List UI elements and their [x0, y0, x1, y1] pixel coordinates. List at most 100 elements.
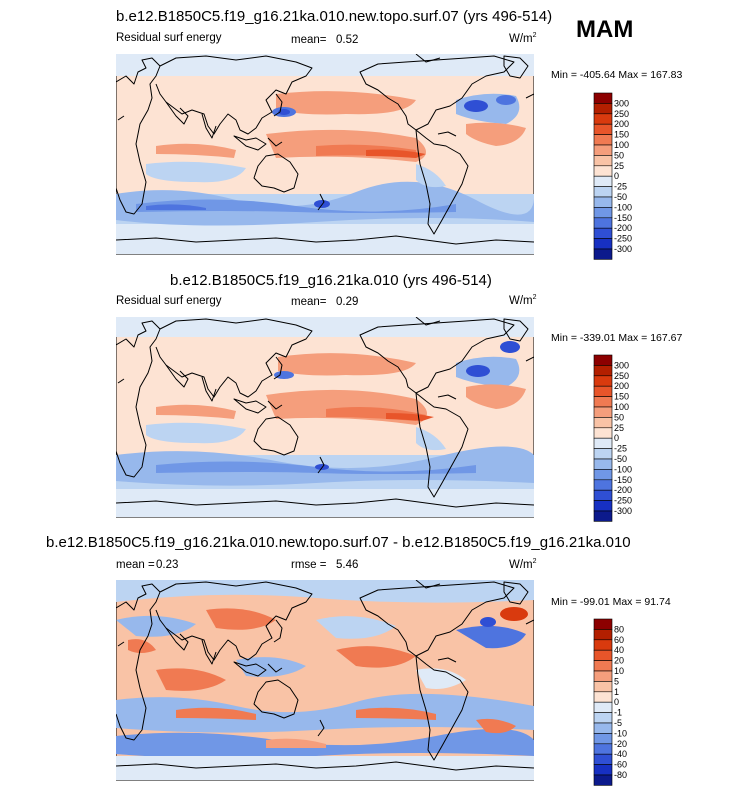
- colorbar-tick-label: 25: [614, 423, 624, 433]
- colorbar-tick-label: -25: [614, 444, 627, 454]
- colorbar-box: [593, 764, 613, 776]
- colorbar-tick-label: 1: [614, 687, 619, 697]
- colorbar-tick-label: -20: [614, 739, 627, 749]
- colorbar-tick-label: 150: [614, 130, 629, 140]
- colorbar-tick-label: -40: [614, 749, 627, 759]
- colorbar-box: [593, 175, 613, 187]
- colorbar-box: [593, 649, 613, 661]
- colorbar-box: [593, 227, 613, 239]
- colorbar-box: [593, 712, 613, 724]
- colorbar-tick-label: -300: [614, 506, 632, 516]
- panel2-title: b.e12.B1850C5.f19_g16.21ka.010 (yrs 496-…: [170, 272, 492, 289]
- colorbar-tick-label: 60: [614, 635, 624, 645]
- panel2-variable-label: Residual surf energy: [116, 295, 222, 307]
- panel2-colorbar: 300 250 200 150 100 50 25 0 -25 -50 -100 -150 -200 -2…: [593, 354, 634, 525]
- colorbar-box: [593, 375, 613, 387]
- panel3-mean-value: 0.23: [156, 559, 179, 571]
- colorbar-tick-label: 300: [614, 98, 629, 108]
- colorbar-box: [593, 196, 613, 208]
- colorbar-box: [593, 385, 613, 397]
- colorbar-tick-label: 5: [614, 676, 619, 686]
- colorbar-tick-label: -250: [614, 496, 632, 506]
- colorbar-box: [593, 469, 613, 481]
- colorbar-tick-label: 10: [614, 666, 624, 676]
- season-label: MAM: [576, 16, 634, 43]
- colorbar-box: [593, 238, 613, 250]
- colorbar-tick-label: 25: [614, 161, 624, 171]
- colorbar-box: [593, 437, 613, 449]
- colorbar-box: [593, 660, 613, 672]
- colorbar-box: [593, 248, 613, 260]
- colorbar-tick-label: -250: [614, 234, 632, 244]
- colorbar-tick-label: -50: [614, 454, 627, 464]
- colorbar-tick-label: -10: [614, 728, 627, 738]
- colorbar-box: [593, 774, 613, 786]
- colorbar-box: [593, 691, 613, 703]
- colorbar-tick-label: -60: [614, 760, 627, 770]
- colorbar-tick-label: -100: [614, 202, 632, 212]
- colorbar-box: [593, 458, 613, 470]
- colorbar-box: [593, 365, 613, 377]
- panel1-mean-label: mean=: [291, 34, 327, 46]
- panel3-rmse-value: 5.46: [336, 559, 359, 571]
- panel1-variable-label: Residual surf energy: [116, 32, 222, 44]
- colorbar-box: [593, 113, 613, 125]
- colorbar-tick-label: -150: [614, 213, 632, 223]
- colorbar-tick-label: 100: [614, 140, 629, 150]
- panel1-units: W/m2: [509, 32, 537, 45]
- colorbar-box: [593, 479, 613, 491]
- colorbar-tick-label: 250: [614, 109, 629, 119]
- colorbar-tick-label: -80: [614, 770, 627, 780]
- colorbar-box: [593, 500, 613, 512]
- colorbar-tick-label: 100: [614, 402, 629, 412]
- colorbar-box: [593, 681, 613, 693]
- panel2-mean-value: 0.29: [336, 296, 359, 308]
- panel1-minmax: Min = -405.64 Max = 167.83: [551, 69, 683, 81]
- panel2-mean-label: mean=: [291, 296, 327, 308]
- colorbar-box: [593, 417, 613, 429]
- colorbar-tick-label: 0: [614, 433, 619, 443]
- colorbar-box: [593, 123, 613, 135]
- colorbar-tick-label: 50: [614, 412, 624, 422]
- colorbar-box: [593, 618, 613, 630]
- colorbar-tick-label: 40: [614, 645, 624, 655]
- colorbar-box: [593, 670, 613, 682]
- colorbar-tick-label: -50: [614, 192, 627, 202]
- colorbar-box: [593, 165, 613, 177]
- panel3-rmse-label: rmse =: [291, 559, 327, 571]
- colorbar-tick-label: 250: [614, 371, 629, 381]
- colorbar-tick-label: 80: [614, 624, 624, 634]
- colorbar-box: [593, 103, 613, 115]
- colorbar-box: [593, 406, 613, 418]
- colorbar-tick-label: -300: [614, 244, 632, 254]
- colorbar-box: [593, 489, 613, 501]
- colorbar-tick-label: -1: [614, 708, 622, 718]
- colorbar-box: [593, 701, 613, 713]
- panel3-title: b.e12.B1850C5.f19_g16.21ka.010.new.topo.…: [46, 534, 631, 551]
- colorbar-box: [593, 629, 613, 641]
- colorbar-box: [593, 217, 613, 229]
- colorbar-box: [593, 753, 613, 765]
- colorbar-box: [593, 743, 613, 755]
- colorbar-box: [593, 155, 613, 167]
- colorbar-box: [593, 207, 613, 219]
- colorbar-tick-label: 0: [614, 697, 619, 707]
- colorbar-tick-label: 200: [614, 381, 629, 391]
- panel1-mean-value: 0.52: [336, 34, 359, 46]
- colorbar-tick-label: 300: [614, 360, 629, 370]
- colorbar-tick-label: -200: [614, 485, 632, 495]
- panel3-map: [116, 580, 534, 780]
- colorbar-tick-label: -200: [614, 223, 632, 233]
- colorbar-box: [593, 134, 613, 146]
- colorbar-box: [593, 354, 613, 366]
- panel3-mean-label: mean =: [116, 559, 155, 571]
- panel3-colorbar: 80 60 40 20 10 5 1 0 -1 -5 -10 -20 -40 -60 -80: [593, 618, 634, 789]
- colorbar-box: [593, 92, 613, 104]
- colorbar-tick-label: -100: [614, 464, 632, 474]
- colorbar-box: [593, 448, 613, 460]
- colorbar-box: [593, 427, 613, 439]
- colorbar-box: [593, 186, 613, 198]
- colorbar-tick-label: 0: [614, 171, 619, 181]
- colorbar-tick-label: -25: [614, 182, 627, 192]
- colorbar-tick-label: -150: [614, 475, 632, 485]
